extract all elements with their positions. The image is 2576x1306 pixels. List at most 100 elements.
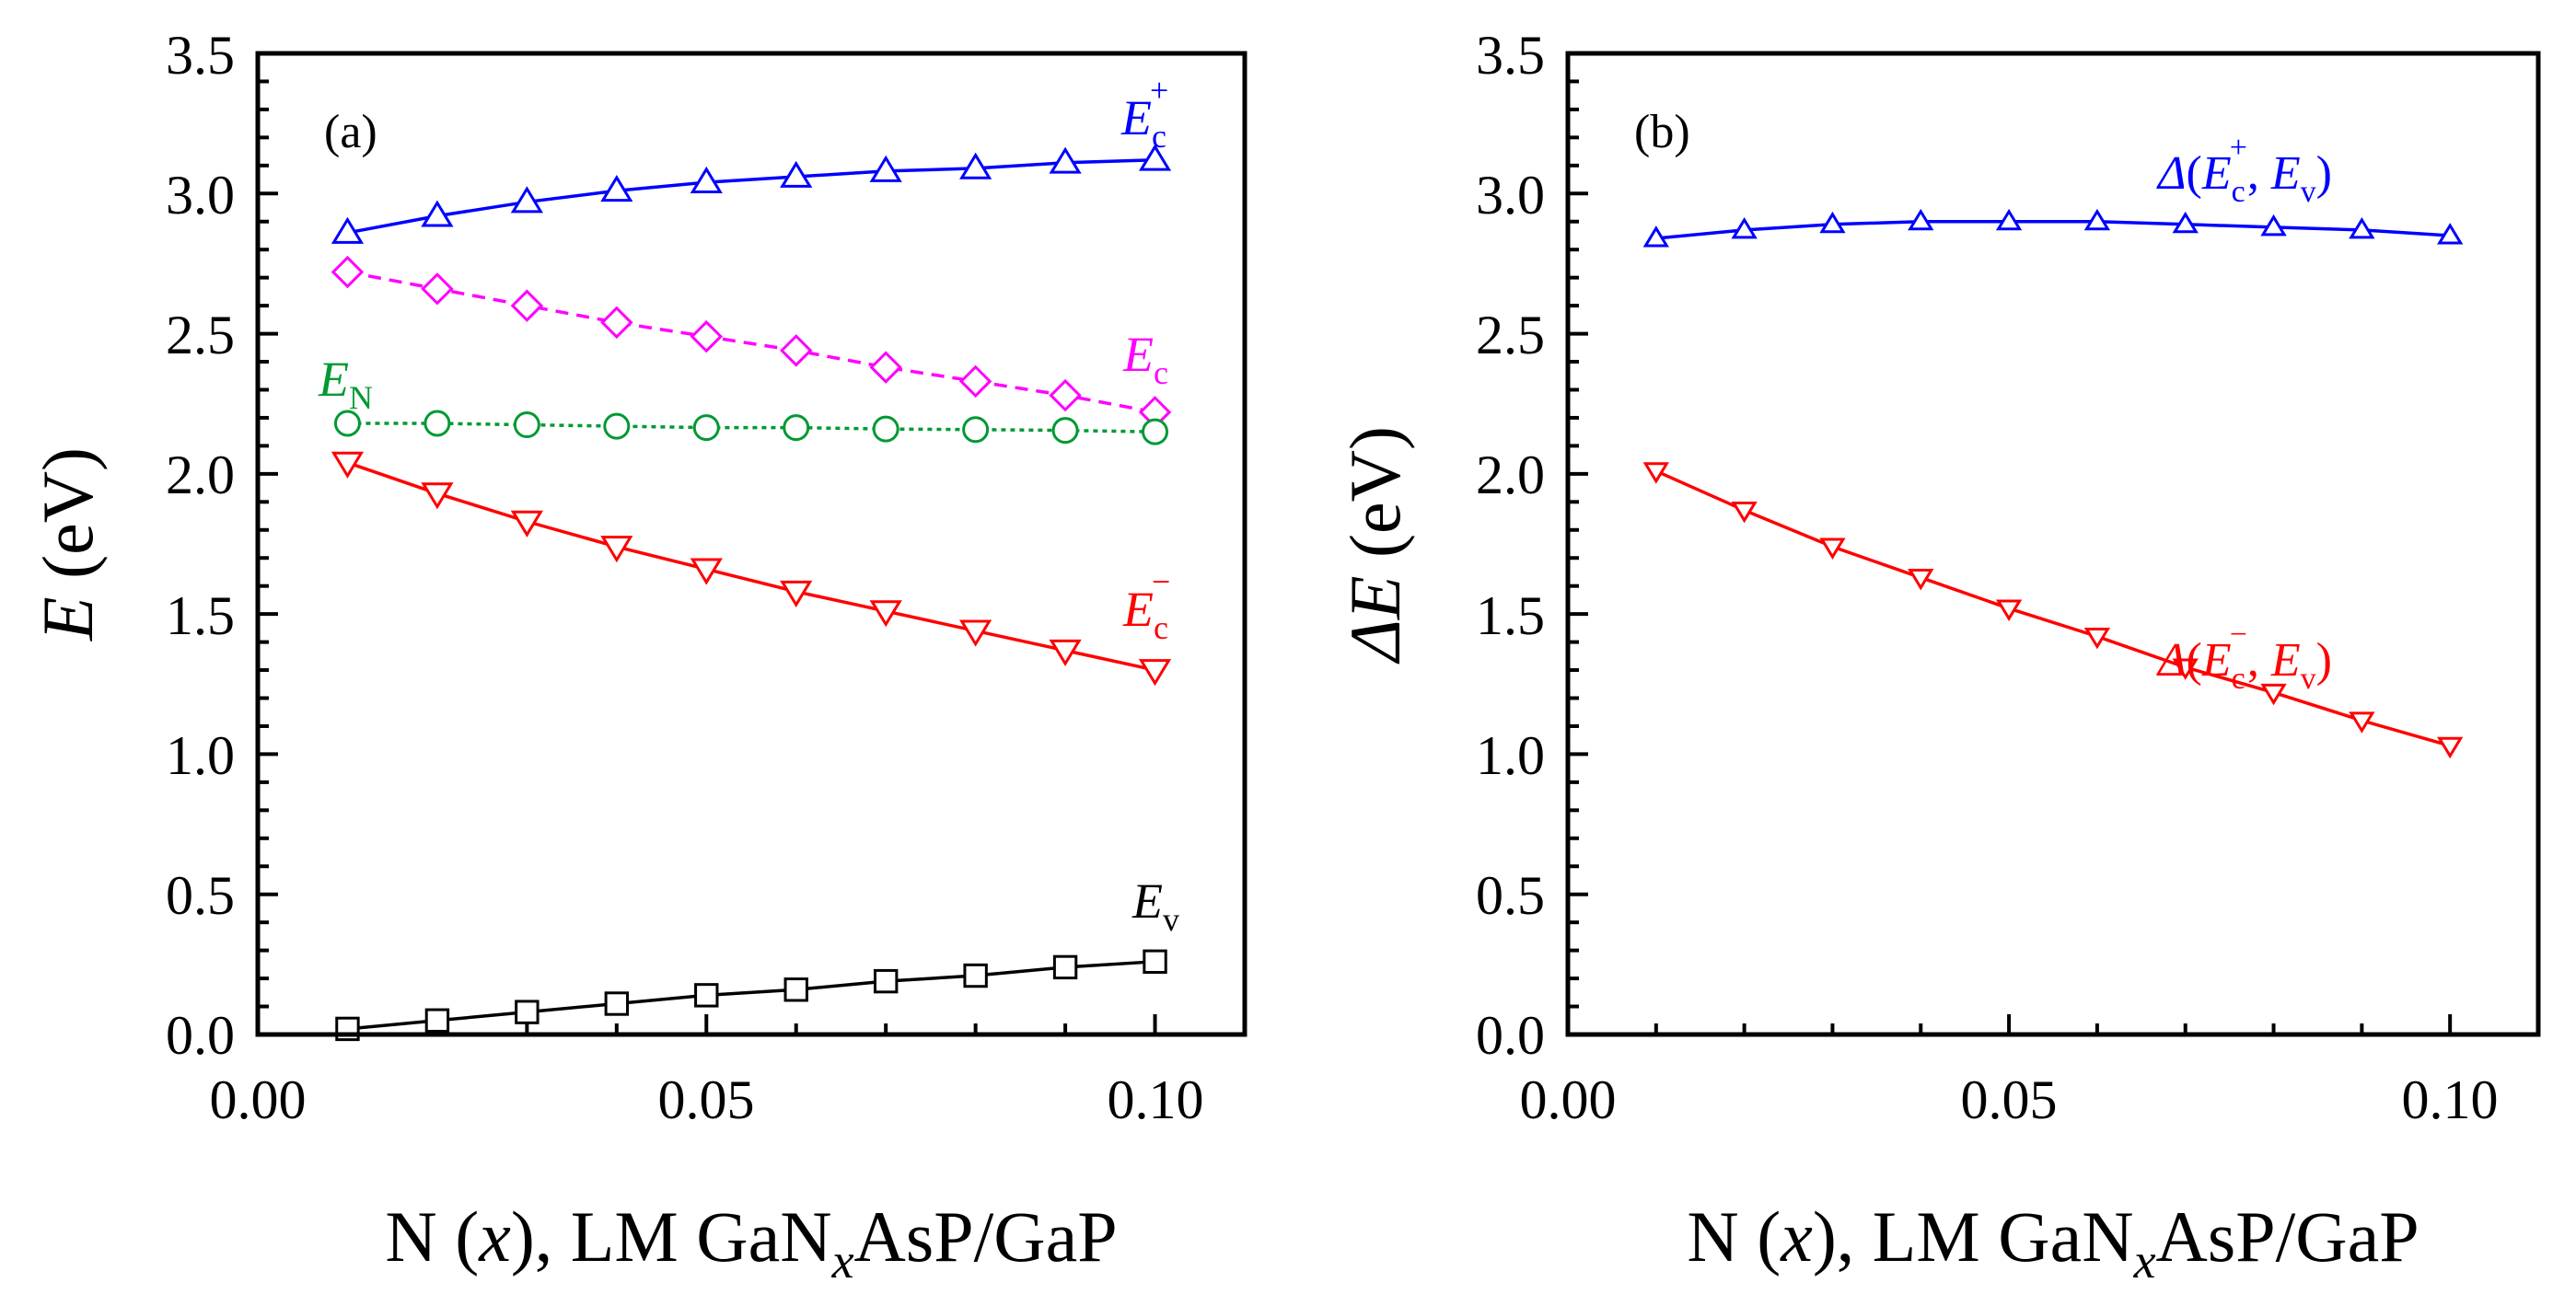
a-data-point-3 — [421, 482, 454, 510]
a-ylabel-unit: (eV) — [28, 447, 108, 596]
a-data-point-3 — [1049, 639, 1082, 666]
b-data-point-0 — [2349, 216, 2375, 239]
a-data-point-3 — [690, 558, 723, 585]
b-data-point-0 — [2260, 214, 2287, 237]
b-xlabel-var: x — [1780, 1196, 1813, 1277]
b-xlabel-pre: N ( — [1687, 1196, 1781, 1277]
a-data-point-4 — [694, 983, 719, 1008]
b-data-point-1 — [1731, 501, 1758, 524]
panel-a-ticks — [256, 52, 1247, 1036]
panel-b: (b) 0.0 0.5 1.0 1.5 2.0 2.5 3.0 3.5 0.00… — [1335, 25, 2541, 1289]
a-data-point-0 — [690, 166, 723, 194]
b-xlabel-sub: x — [2133, 1233, 2156, 1289]
b-data-point-0 — [2437, 223, 2464, 245]
b-ytick-label: 1.0 — [1476, 725, 1545, 786]
b-series-label-delta-minus: Δ(Ec−, Ev) — [2156, 618, 2332, 696]
a-xlabel: N (x), LM GaNxAsP/GaP — [385, 1196, 1117, 1289]
a-data-point-0 — [869, 155, 902, 182]
a-data-point-2 — [783, 414, 810, 442]
b-xlabel: N (x), LM GaNxAsP/GaP — [1687, 1196, 2419, 1289]
panel-b-ticks — [1566, 52, 2540, 1036]
a-data-point-3 — [869, 600, 902, 628]
b-ytick-label: 2.0 — [1476, 445, 1545, 505]
b-xtick-label: 0.05 — [1961, 1069, 2058, 1130]
a-data-point-1 — [331, 255, 365, 289]
b-ylabel-var: ΔE — [1335, 575, 1415, 664]
a-xlabel-pre: N ( — [385, 1196, 479, 1277]
a-series-line-2 — [347, 422, 1155, 433]
a-data-point-2 — [333, 410, 361, 437]
b-data-point-1 — [2437, 736, 2464, 759]
b-data-point-1 — [2172, 658, 2199, 680]
a-xlabel-sub: x — [831, 1233, 854, 1289]
b-data-point-1 — [2260, 683, 2287, 706]
a-data-point-3 — [331, 451, 365, 479]
a-data-point-3 — [780, 580, 813, 607]
a-ytick-label: 3.0 — [166, 165, 235, 225]
panel-a-frame — [255, 51, 1247, 1037]
b-data-point-0 — [1642, 225, 1669, 248]
b-data-point-0 — [1819, 211, 1846, 234]
a-xlabel-var: x — [478, 1196, 511, 1277]
a-series-label-ec: Ec — [1122, 327, 1168, 391]
a-data-point-0 — [1138, 144, 1172, 171]
a-series-line-4 — [347, 960, 1155, 1031]
b-data-point-1 — [2083, 628, 2111, 650]
a-ytick-label: 0.0 — [166, 1005, 235, 1066]
a-xtick-label: 0.00 — [210, 1069, 307, 1130]
panel-b-series — [1642, 208, 2464, 759]
b-ytick-label: 3.0 — [1476, 165, 1545, 225]
a-data-point-2 — [1142, 418, 1169, 445]
a-series-line-0 — [347, 157, 1155, 235]
a-data-point-4 — [1143, 949, 1167, 975]
a-data-point-4 — [963, 963, 988, 988]
panel-a-tag: (a) — [324, 106, 377, 158]
a-data-point-0 — [600, 175, 633, 202]
a-series-label-ev: Ev — [1131, 873, 1179, 938]
a-data-point-2 — [603, 412, 631, 440]
b-ytick-label: 1.5 — [1476, 585, 1545, 646]
a-ytick-label: 1.5 — [166, 585, 235, 646]
a-xlabel-post: AsP/GaP — [854, 1196, 1118, 1277]
a-data-point-1 — [958, 364, 992, 399]
a-data-point-4 — [873, 968, 899, 994]
a-series-label-en: EN — [318, 352, 373, 416]
a-data-point-4 — [424, 1008, 450, 1033]
a-data-point-4 — [515, 1000, 540, 1024]
a-data-point-4 — [604, 991, 630, 1016]
a-ylabel-var: E — [28, 596, 108, 641]
b-ytick-label: 0.0 — [1476, 1005, 1545, 1066]
a-data-point-2 — [513, 411, 540, 439]
a-ytick-label: 2.5 — [166, 305, 235, 365]
a-data-point-0 — [1049, 146, 1082, 174]
a-data-point-2 — [692, 414, 720, 442]
a-series-label-ec-plus: Ec+ — [1120, 72, 1168, 155]
panel-a-series — [331, 144, 1172, 1042]
a-ytick-label: 0.5 — [166, 865, 235, 926]
b-data-point-1 — [1819, 537, 1846, 560]
a-xlabel-mid: ), LM GaN — [511, 1196, 832, 1277]
a-data-point-3 — [510, 510, 543, 537]
a-data-point-1 — [600, 306, 633, 340]
b-data-point-0 — [1995, 208, 2023, 231]
b-xtick-label: 0.00 — [1520, 1069, 1617, 1130]
a-data-point-0 — [421, 200, 454, 227]
b-xtick-label: 0.10 — [2402, 1069, 2499, 1130]
a-data-point-1 — [421, 272, 454, 306]
a-data-point-2 — [962, 416, 990, 444]
a-data-point-1 — [780, 334, 813, 367]
a-ytick-label: 3.5 — [166, 25, 235, 86]
a-data-point-0 — [510, 186, 543, 214]
a-data-point-1 — [1049, 378, 1082, 412]
b-series-line-1 — [1655, 469, 2451, 747]
a-data-point-2 — [1051, 417, 1079, 445]
b-data-point-0 — [2172, 211, 2199, 234]
b-xlabel-mid: ), LM GaN — [1813, 1196, 2134, 1277]
b-data-point-1 — [1995, 599, 2023, 621]
b-data-point-1 — [1642, 462, 1669, 484]
a-ytick-label: 2.0 — [166, 445, 235, 505]
b-ytick-label: 3.5 — [1476, 25, 1545, 86]
b-data-point-0 — [2083, 208, 2111, 231]
b-series-label-delta-plus: Δ(Ec+, Ev) — [2156, 131, 2332, 209]
